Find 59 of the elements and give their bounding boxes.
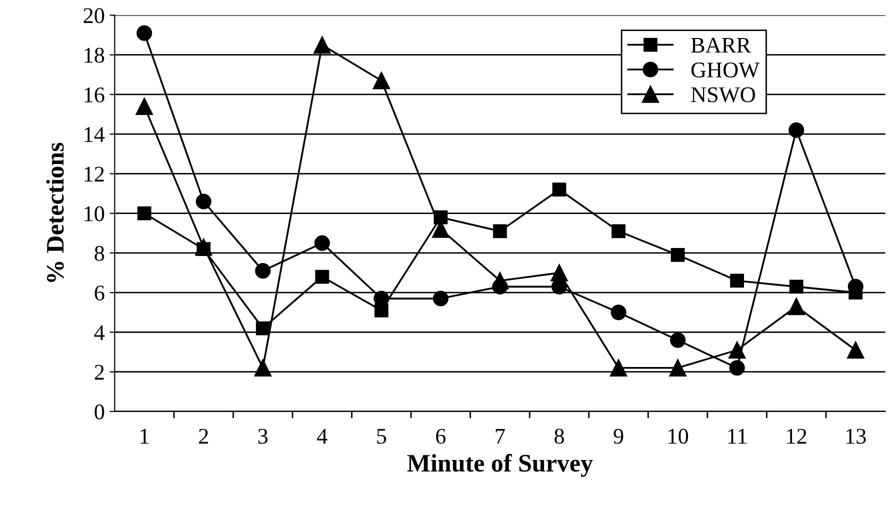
point bbox=[314, 235, 330, 251]
x-tick-label: 4 bbox=[317, 428, 328, 444]
point bbox=[730, 274, 744, 288]
point bbox=[610, 359, 628, 377]
point bbox=[847, 341, 864, 359]
x-tick-label: 12 bbox=[787, 428, 806, 444]
point bbox=[612, 224, 626, 238]
x-tick-label: 10 bbox=[668, 428, 688, 444]
point bbox=[669, 359, 686, 377]
x-tick-label: 7 bbox=[496, 429, 505, 444]
x-tick-label: 6 bbox=[436, 428, 446, 444]
point bbox=[372, 72, 390, 90]
x-tick-label: 2 bbox=[199, 428, 208, 444]
point bbox=[789, 280, 804, 294]
point bbox=[256, 321, 270, 336]
x-axis-title: Minute of Survey bbox=[407, 454, 593, 477]
point bbox=[610, 304, 626, 320]
point bbox=[374, 303, 388, 318]
legend-label: NSWO bbox=[691, 87, 755, 102]
x-tick-label: 3 bbox=[258, 428, 268, 444]
y-tick-label: 14 bbox=[84, 127, 105, 142]
legend-label: BARR bbox=[691, 38, 751, 53]
point bbox=[670, 332, 686, 348]
x-tick-label: 1 bbox=[140, 428, 149, 444]
point bbox=[788, 298, 805, 316]
x-tick-label: 11 bbox=[728, 428, 746, 444]
y-tick-label: 8 bbox=[94, 246, 104, 261]
x-tick-label: 5 bbox=[377, 429, 386, 444]
legend-label: GHOW bbox=[691, 62, 760, 78]
point bbox=[788, 122, 804, 138]
x-tick-label: 8 bbox=[554, 428, 564, 444]
x-tick-label: 13 bbox=[846, 428, 866, 444]
point bbox=[729, 360, 745, 376]
point bbox=[315, 270, 330, 284]
point bbox=[552, 182, 566, 197]
y-tick-label: 10 bbox=[84, 206, 104, 222]
y-tick-label: 6 bbox=[94, 286, 104, 301]
point bbox=[136, 25, 152, 41]
point bbox=[492, 278, 508, 294]
y-tick-label: 16 bbox=[84, 87, 104, 102]
y-tick-label: 20 bbox=[84, 8, 104, 24]
point bbox=[728, 341, 746, 359]
point bbox=[670, 248, 685, 262]
y-axis-title: % Detections bbox=[46, 142, 64, 282]
point bbox=[196, 194, 212, 210]
point bbox=[136, 98, 153, 115]
point bbox=[432, 290, 448, 306]
point bbox=[255, 263, 271, 279]
y-tick-label: 18 bbox=[84, 48, 104, 63]
point bbox=[314, 36, 331, 54]
y-tick-label: 2 bbox=[94, 364, 104, 380]
point bbox=[137, 206, 152, 220]
y-tick-label: 12 bbox=[84, 166, 104, 182]
y-tick-label: 4 bbox=[94, 325, 105, 340]
point bbox=[254, 359, 272, 377]
point bbox=[493, 224, 507, 238]
point bbox=[434, 210, 448, 224]
x-tick-label: 9 bbox=[614, 428, 624, 444]
y-tick-label: 0 bbox=[94, 404, 104, 420]
